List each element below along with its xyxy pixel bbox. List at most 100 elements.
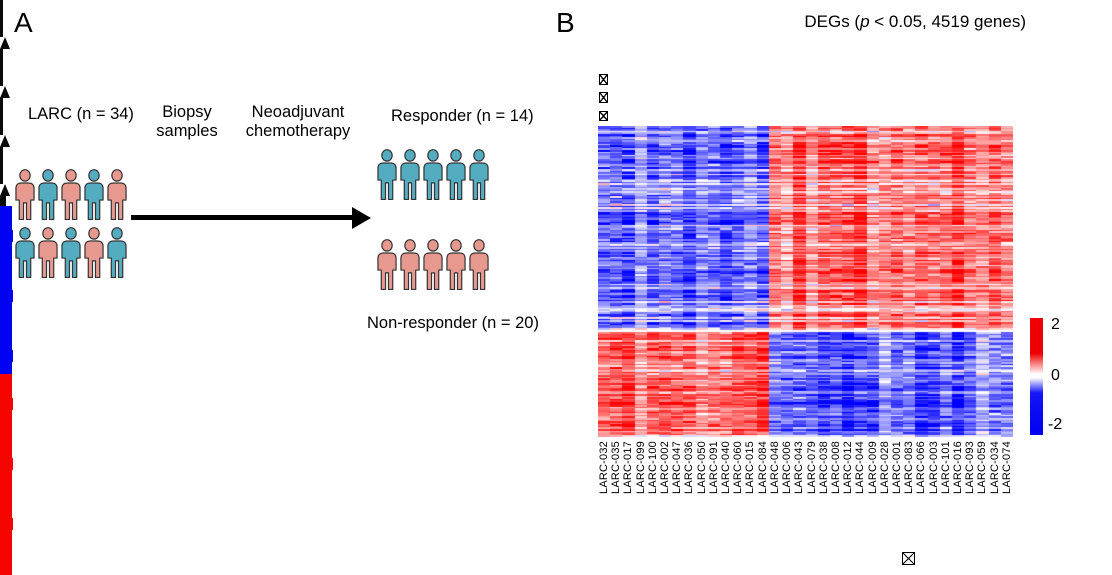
sample-label: LARC-036	[682, 441, 695, 494]
nonresponder-group-label: Non-responder (n = 20)	[367, 314, 539, 332]
non-responder-person-icon	[444, 237, 468, 293]
sample-label: LARC-100	[646, 441, 659, 494]
sample-label: LARC-084	[756, 441, 769, 494]
panel-b-label: B	[556, 7, 575, 38]
larc-patient-person-icon	[36, 167, 60, 223]
sample-label: LARC-017	[621, 441, 634, 494]
response-track-cell	[0, 326, 12, 339]
biopsy-line1: Biopsy	[162, 103, 212, 121]
larc-patient-person-icon	[59, 225, 83, 281]
sample-label: LARC-060	[731, 441, 744, 494]
non-responder-person-icon	[375, 237, 399, 293]
response-track-cell	[0, 386, 12, 399]
larc-patient-person-icon	[13, 225, 37, 281]
responder-person-icon	[421, 147, 445, 203]
sample-label: LARC-001	[890, 441, 903, 494]
sample-label: LARC-044	[853, 441, 866, 494]
response-track-cell	[0, 518, 13, 531]
larc-patient-person-icon	[13, 167, 37, 223]
chemo-label: Neoadjuvant chemotherapy	[238, 103, 358, 141]
timepoint-arrow-shaft	[0, 0, 3, 37]
response-track-cell	[0, 242, 12, 255]
sample-label: LARC-047	[670, 441, 683, 494]
sample-label: LARC-008	[829, 441, 842, 494]
sample-label: LARC-035	[609, 441, 622, 494]
sample-label: LARC-074	[1000, 441, 1013, 494]
response-track-cell	[0, 482, 12, 495]
sample-label: LARC-028	[878, 441, 891, 494]
response-track-cell	[0, 278, 12, 291]
chemo-cycle-dash	[0, 203, 6, 207]
response-track-cell	[0, 254, 12, 267]
chemo-line2: chemotherapy	[245, 122, 351, 140]
sample-label: LARC-091	[707, 441, 720, 494]
colorbar-tick-max: 2	[1051, 316, 1060, 333]
response-track-cell	[0, 302, 12, 315]
response-track-cell	[0, 290, 13, 303]
sample-label: LARC-079	[805, 441, 818, 494]
timepoint-arrow-head-icon	[0, 86, 10, 98]
timepoint-arrow-head-icon	[0, 184, 10, 196]
larc-patient-person-icon	[59, 167, 83, 223]
response-track-cell	[0, 530, 12, 543]
sample-label: LARC-101	[939, 441, 952, 494]
timepoint-arrow-shaft	[0, 98, 3, 135]
title-post: < 0.05, 4519 genes)	[869, 12, 1026, 31]
responder-group-label: Responder (n = 14)	[391, 107, 534, 125]
biopsy-samples-label: Biopsy samples	[147, 103, 227, 141]
timepoint-arrow-shaft	[0, 147, 3, 184]
response-track-cell	[0, 422, 12, 435]
non-responder-person-icon	[398, 237, 422, 293]
sample-label: LARC-009	[866, 441, 879, 494]
larc-patient-person-icon	[105, 225, 129, 281]
response-track-cell	[0, 458, 13, 471]
sample-label: LARC-099	[634, 441, 647, 494]
larc-patient-person-icon	[82, 225, 106, 281]
colorbar-tick-mid: 0	[1051, 367, 1060, 384]
colorbar	[1030, 318, 1043, 435]
panel-a-label: A	[14, 7, 33, 38]
sample-label: LARC-083	[902, 441, 915, 494]
response-track-cell	[0, 566, 12, 575]
chemo-cycle-dash	[0, 196, 6, 199]
nras-track-na-cell	[598, 92, 608, 104]
responder-person-icon	[444, 147, 468, 203]
chemo-cycle-dash	[0, 201, 6, 204]
timepoint-arrow-head-icon	[0, 135, 10, 147]
response-track-cell	[0, 446, 12, 459]
chemo-cycle-dash	[0, 198, 6, 202]
sample-label: LARC-059	[975, 441, 988, 494]
responder-person-icon	[375, 147, 399, 203]
responder-person-icon	[398, 147, 422, 203]
response-track-cell	[0, 314, 12, 327]
timepoint-arrow-head-icon	[0, 37, 10, 49]
response-track-cell	[0, 374, 12, 387]
title-italic-p: p	[860, 12, 870, 31]
sample-label: LARC-003	[927, 441, 940, 494]
larc-patient-person-icon	[82, 167, 106, 223]
non-responder-person-icon	[467, 237, 491, 293]
response-track-cell	[0, 410, 12, 423]
response-track-cell	[0, 542, 12, 555]
response-track-cell	[0, 218, 12, 231]
sample-label: LARC-066	[914, 441, 927, 494]
responder-person-icon	[467, 147, 491, 203]
sample-label: LARC-016	[951, 441, 964, 494]
response-track-cell	[0, 350, 13, 363]
sample-label: LARC-050	[695, 441, 708, 494]
sample-label: LARC-034	[988, 441, 1001, 494]
timeline-arrow-head-icon	[352, 206, 371, 229]
chemo-line1: Neoadjuvant	[251, 103, 345, 121]
response-track-cell	[0, 206, 12, 219]
larc-patient-person-icon	[36, 225, 60, 281]
sample-label: LARC-006	[780, 441, 793, 494]
braf-track-na-cell	[598, 110, 608, 122]
larc-cohort-label: LARC (n = 34)	[28, 105, 134, 123]
sample-label: LARC-012	[841, 441, 854, 494]
sample-label: LARC-038	[817, 441, 830, 494]
response-track-cell	[0, 230, 13, 243]
response-track-cell	[0, 398, 13, 411]
response-track-cell	[0, 470, 12, 483]
sample-label: LARC-048	[768, 441, 781, 494]
